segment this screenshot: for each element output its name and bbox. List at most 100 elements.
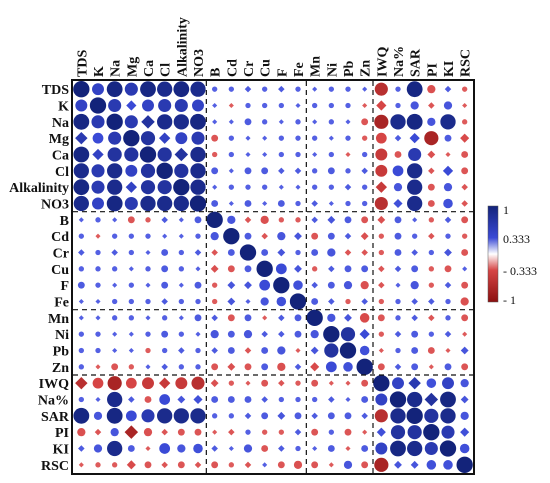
column-label: PI bbox=[425, 63, 440, 77]
cell-circle bbox=[361, 200, 368, 207]
cell-circle bbox=[311, 102, 318, 109]
cell-circle bbox=[195, 233, 201, 239]
cell-diamond bbox=[345, 380, 351, 386]
cell-circle bbox=[111, 462, 118, 468]
cell-diamond bbox=[145, 282, 151, 288]
cell-diamond bbox=[112, 217, 118, 223]
cell-circle bbox=[295, 445, 301, 452]
cell-circle bbox=[128, 315, 135, 321]
row-label: Zn bbox=[52, 361, 69, 376]
cell-circle bbox=[108, 98, 122, 113]
cell-circle bbox=[144, 461, 152, 469]
cell-circle bbox=[110, 428, 119, 437]
cell-diamond bbox=[361, 412, 368, 420]
cell-circle bbox=[106, 195, 123, 212]
cell-diamond bbox=[211, 347, 218, 354]
cell-circle bbox=[411, 363, 419, 371]
cell-circle bbox=[389, 391, 407, 408]
row-label: Mg bbox=[49, 132, 69, 147]
cell-circle bbox=[443, 101, 453, 110]
row-label: Ca bbox=[52, 149, 69, 164]
cell-diamond bbox=[460, 427, 470, 437]
cell-circle bbox=[111, 266, 118, 272]
cell-circle bbox=[157, 180, 172, 195]
cell-circle bbox=[411, 330, 419, 338]
cell-circle bbox=[295, 135, 301, 141]
cell-circle bbox=[426, 378, 437, 388]
cell-diamond bbox=[78, 315, 84, 321]
cell-diamond bbox=[311, 200, 318, 207]
cell-diamond bbox=[193, 394, 203, 405]
cell-circle bbox=[140, 131, 156, 146]
cell-circle bbox=[175, 132, 188, 145]
cell-diamond bbox=[278, 445, 285, 452]
cell-circle bbox=[445, 315, 451, 321]
cell-diamond bbox=[212, 429, 218, 435]
cell-circle bbox=[277, 362, 286, 371]
cell-circle bbox=[294, 330, 302, 338]
cell-circle bbox=[73, 113, 90, 130]
cell-circle bbox=[75, 99, 88, 112]
cell-circle bbox=[327, 445, 335, 452]
cell-circle bbox=[340, 327, 356, 342]
cell-circle bbox=[173, 114, 189, 130]
cell-diamond bbox=[277, 411, 286, 420]
cell-circle bbox=[227, 396, 235, 403]
column-label: B bbox=[209, 68, 224, 77]
cell-diamond bbox=[145, 364, 151, 370]
cell-circle bbox=[191, 131, 205, 145]
cell-diamond bbox=[442, 165, 454, 176]
row-label: Mn bbox=[48, 312, 69, 327]
cell-diamond bbox=[211, 445, 218, 452]
cell-circle bbox=[173, 179, 190, 196]
cell-diamond bbox=[178, 233, 184, 239]
cell-circle bbox=[428, 282, 435, 288]
cell-circle bbox=[227, 330, 235, 338]
cell-diamond bbox=[328, 396, 335, 403]
cell-circle bbox=[211, 86, 218, 92]
cell-circle bbox=[111, 298, 118, 305]
cell-circle bbox=[161, 265, 169, 273]
cell-circle bbox=[91, 164, 105, 178]
cell-circle bbox=[211, 167, 219, 175]
cell-circle bbox=[124, 196, 138, 211]
cell-diamond bbox=[128, 347, 134, 354]
cell-diamond bbox=[95, 298, 101, 305]
cell-diamond bbox=[427, 150, 436, 159]
cell-circle bbox=[295, 396, 301, 403]
cell-circle bbox=[95, 217, 101, 223]
cell-circle bbox=[128, 282, 135, 288]
cell-circle bbox=[173, 408, 189, 424]
cell-diamond bbox=[278, 379, 285, 387]
cell-circle bbox=[95, 282, 101, 288]
cell-diamond bbox=[195, 331, 201, 337]
row-label: NO3 bbox=[41, 198, 69, 213]
cell-circle bbox=[390, 114, 406, 130]
cell-circle bbox=[161, 330, 169, 338]
cell-circle bbox=[445, 233, 451, 239]
cell-diamond bbox=[428, 232, 435, 240]
cell-circle bbox=[345, 298, 351, 305]
cell-circle bbox=[374, 82, 388, 96]
cell-diamond bbox=[344, 232, 352, 240]
cell-circle bbox=[92, 132, 104, 144]
cell-circle bbox=[390, 440, 406, 457]
cell-diamond bbox=[312, 119, 318, 125]
cell-circle bbox=[178, 249, 185, 256]
cell-diamond bbox=[361, 298, 368, 305]
cell-circle bbox=[361, 445, 369, 452]
cell-circle bbox=[295, 217, 301, 223]
cell-circle bbox=[327, 412, 335, 420]
cell-circle bbox=[107, 163, 123, 179]
cell-circle bbox=[394, 151, 402, 158]
cluster-separators bbox=[73, 81, 473, 473]
cell-circle bbox=[140, 195, 156, 212]
cell-circle bbox=[427, 85, 436, 94]
cell-diamond bbox=[210, 264, 219, 273]
cell-circle bbox=[211, 151, 218, 158]
cell-circle bbox=[427, 200, 435, 207]
cell-circle bbox=[244, 167, 252, 175]
cell-circle bbox=[406, 113, 423, 130]
cell-circle bbox=[361, 379, 369, 387]
cell-circle bbox=[361, 151, 368, 158]
